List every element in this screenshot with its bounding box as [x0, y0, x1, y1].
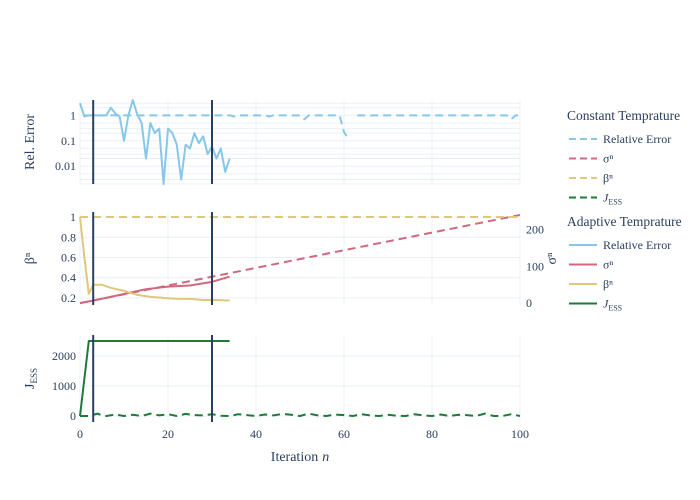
legend-label: JESS [603, 297, 622, 313]
legend-label: Relative Error [603, 132, 671, 146]
y-tick-label: 1 [70, 108, 76, 122]
series-line-rel-error-1 [79, 99, 231, 185]
x-tick-label: 40 [250, 427, 262, 441]
series-line-jess-1 [79, 340, 230, 417]
legend-label-subscript: ESS [608, 304, 622, 313]
legend-label-text: Relative Error [603, 132, 671, 146]
legend-label: Relative Error [603, 238, 671, 252]
legend-label: σⁿ [603, 152, 613, 166]
legend-label-text: σⁿ [603, 152, 613, 166]
legend-item[interactable]: βⁿ [569, 277, 613, 291]
legend-item[interactable]: JESS [569, 297, 622, 313]
vertical-markers [92, 100, 213, 422]
x-tick-label: 20 [162, 427, 174, 441]
grid-layer [79, 100, 521, 422]
x-axis-title: Iteration n [271, 450, 329, 465]
legend-item[interactable]: σⁿ [569, 258, 613, 272]
legend-label: σⁿ [603, 258, 613, 272]
y-tick-label: 0.1 [61, 134, 76, 148]
x-tick-label: 0 [77, 427, 83, 441]
y-tick-label: 0.6 [61, 250, 76, 264]
legend-group-title: Constant Temprature [567, 108, 680, 123]
y-tick-label: 2000 [52, 349, 76, 363]
y-tick-label: 0.4 [61, 271, 76, 285]
series-line-beta-sigma-2 [79, 275, 230, 305]
y2-tick-label: 100 [526, 259, 544, 273]
y-axis-title-text: βⁿ [23, 252, 38, 264]
series-layer [79, 99, 521, 417]
series-line-beta-sigma-0 [79, 213, 521, 305]
axis-titles: Rel. Error βⁿ σⁿ JESS Iteration n [23, 114, 560, 465]
x-tick-label: 60 [338, 427, 350, 441]
legend-item[interactable]: βⁿ [569, 171, 613, 185]
legend-label-text: Relative Error [603, 238, 671, 252]
y-axis-title: Rel. Error [23, 114, 38, 170]
x-axis-title-text: Iteration [271, 450, 318, 465]
y-axis-title: JESS [23, 368, 39, 389]
y2-axis-title: σⁿ [545, 252, 560, 265]
y-tick-label: 0.01 [55, 159, 76, 173]
y-axis-title: βⁿ [23, 252, 38, 264]
series-line-jess-0 [80, 412, 521, 417]
legend-label-text: βⁿ [603, 277, 613, 291]
legend-label-text: J [603, 297, 609, 311]
y-axis-title-subscript: ESS [29, 368, 39, 384]
y-tick-label: 1 [70, 210, 76, 224]
legend-label-text: βⁿ [603, 171, 613, 185]
x-tick-label: 80 [426, 427, 438, 441]
y-tick-label: 0.8 [61, 230, 76, 244]
y2-tick-label: 0 [526, 296, 532, 310]
y-tick-label: 0 [70, 409, 76, 423]
y-axis-title-text: Rel. Error [23, 114, 38, 170]
x-axis-title-variable: n [322, 450, 329, 465]
x-tick-label: 100 [511, 427, 529, 441]
legend-label-subscript: ESS [608, 198, 622, 207]
legend-item[interactable]: JESS [569, 191, 622, 207]
legend-group-title: Adaptive Temprature [567, 214, 682, 229]
legend-label-text: J [603, 191, 609, 205]
y-tick-label: 1000 [52, 379, 76, 393]
y2-tick-label: 200 [526, 223, 544, 237]
y-tick-label: 0.2 [61, 291, 76, 305]
legend-item[interactable]: Relative Error [569, 238, 671, 252]
series-line-beta-sigma-3 [79, 216, 230, 302]
legend-label: βⁿ [603, 171, 613, 185]
y-axis-title-text: J [23, 383, 38, 389]
legend-item[interactable]: σⁿ [569, 152, 613, 166]
legend-label-text: σⁿ [603, 258, 613, 272]
legend-label: βⁿ [603, 277, 613, 291]
legend-item[interactable]: Relative Error [569, 132, 671, 146]
legend-label: JESS [603, 191, 622, 207]
